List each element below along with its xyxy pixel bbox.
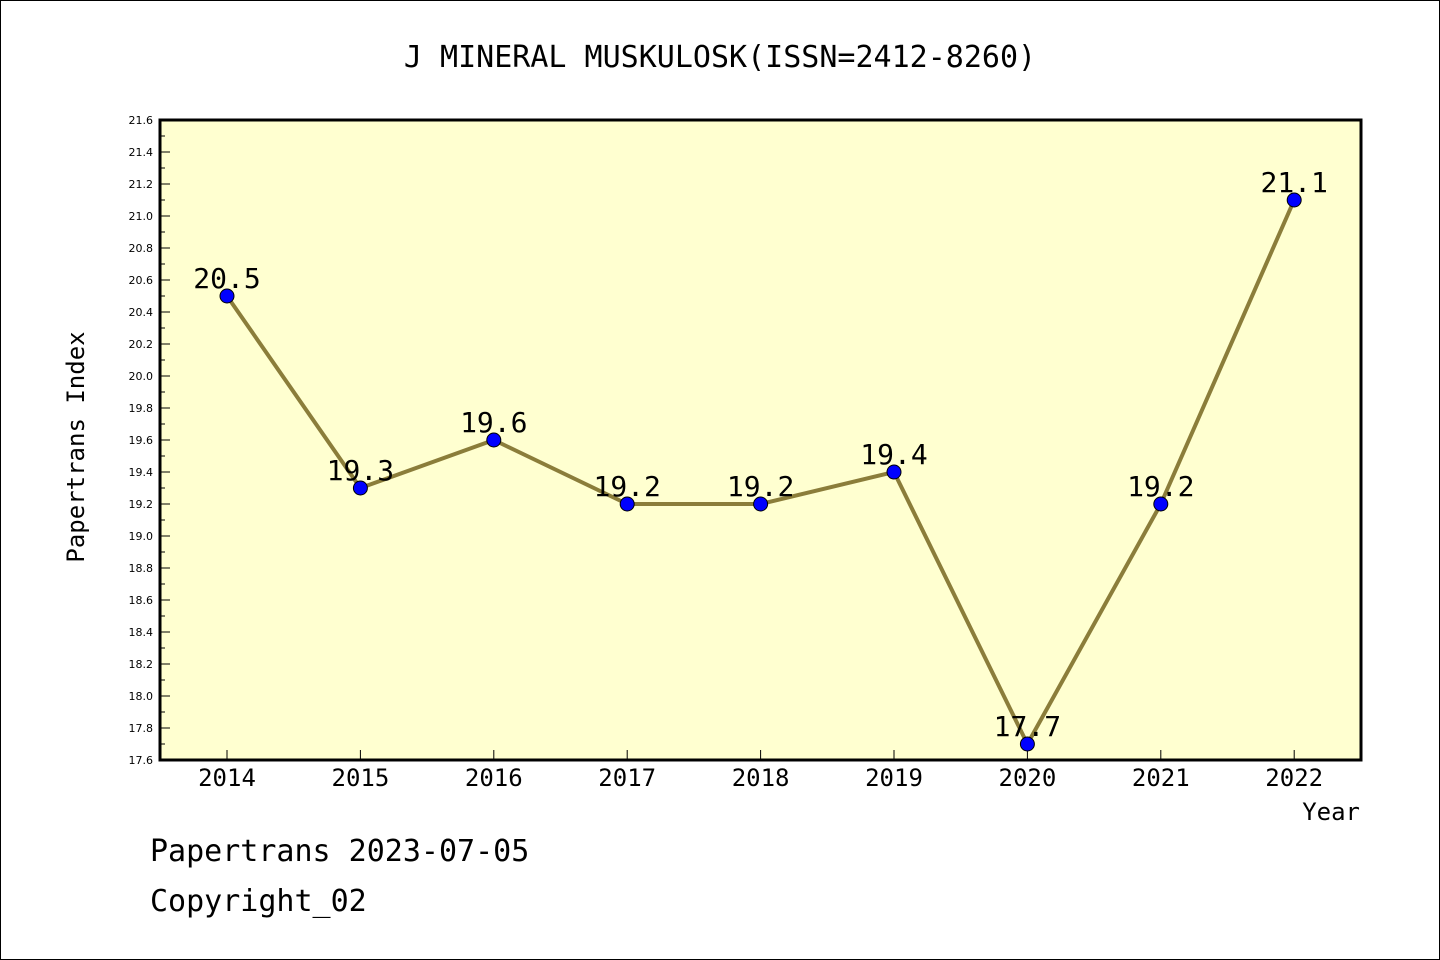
- data-label: 19.2: [727, 470, 794, 503]
- data-label: 19.3: [327, 454, 394, 487]
- y-tick-label: 19.2: [129, 498, 154, 511]
- footer-copyright: Copyright_02: [150, 884, 367, 919]
- data-point: [1153, 496, 1169, 512]
- data-point: [352, 480, 368, 496]
- data-label: 19.2: [593, 470, 660, 503]
- data-label: 21.1: [1260, 166, 1327, 199]
- y-tick-label: 20.8: [129, 242, 154, 255]
- x-tick-label: 2021: [1132, 764, 1190, 792]
- data-point: [1019, 736, 1035, 752]
- y-tick-label: 18.0: [129, 690, 154, 703]
- y-tick-label: 21.2: [129, 178, 154, 191]
- y-tick-label: 20.2: [129, 338, 154, 351]
- y-tick-label: 20.4: [129, 306, 154, 319]
- y-tick-label: 18.8: [129, 562, 154, 575]
- x-tick-label: 2019: [865, 764, 923, 792]
- data-point: [1286, 192, 1302, 208]
- x-tick-label: 2020: [999, 764, 1057, 792]
- chart-title: J MINERAL MUSKULOSK(ISSN=2412-8260): [404, 40, 1036, 75]
- y-tick-label: 18.2: [129, 658, 154, 671]
- y-tick-label: 19.0: [129, 530, 154, 543]
- y-tick-label: 17.6: [129, 754, 154, 767]
- x-axis-label: Year: [1302, 798, 1360, 826]
- y-tick-label: 20.6: [129, 274, 154, 287]
- data-labels: 20.5 19.3 19.6 19.2 19.2 19.4 17.7 19.2 21.1: [193, 166, 1328, 743]
- x-tick-label: 2016: [465, 764, 523, 792]
- x-tick-label: 2014: [198, 764, 256, 792]
- data-label: 19.6: [460, 406, 527, 439]
- y-tick-label: 21.6: [129, 114, 154, 127]
- data-label: 19.2: [1127, 470, 1194, 503]
- x-axis: 2014 2015 2016 2017 2018 2019 2020 2021 2022: [198, 750, 1323, 792]
- x-tick-label: 2015: [332, 764, 390, 792]
- y-tick-label: 19.8: [129, 402, 154, 415]
- y-axis: 17.6 17.8 18.0 18.2 18.4 18.6 18.8 19.0 19.2 19.4…: [129, 114, 170, 767]
- footer-date: Papertrans 2023-07-05: [150, 834, 530, 869]
- data-point: [486, 432, 502, 448]
- y-tick-label: 20.0: [129, 370, 154, 383]
- data-point: [619, 496, 635, 512]
- y-tick-label: 18.6: [129, 594, 154, 607]
- y-tick-label: 21.4: [129, 146, 154, 159]
- x-tick-label: 2017: [598, 764, 656, 792]
- y-tick-label: 17.8: [129, 722, 154, 735]
- x-tick-label: 2018: [732, 764, 790, 792]
- series: [219, 192, 1302, 752]
- y-tick-label: 21.0: [129, 210, 154, 223]
- x-tick-label: 2022: [1265, 764, 1323, 792]
- y-tick-label: 18.4: [129, 626, 154, 639]
- y-axis-label: Papertrans Index: [62, 331, 90, 562]
- data-point: [753, 496, 769, 512]
- data-label: 20.5: [193, 262, 260, 295]
- data-point: [219, 288, 235, 304]
- data-label: 19.4: [860, 438, 927, 471]
- y-tick-label: 19.4: [129, 466, 154, 479]
- plot-area: [158, 118, 1363, 762]
- data-label: 17.7: [994, 710, 1061, 743]
- y-tick-label: 19.6: [129, 434, 154, 447]
- data-point: [886, 464, 902, 480]
